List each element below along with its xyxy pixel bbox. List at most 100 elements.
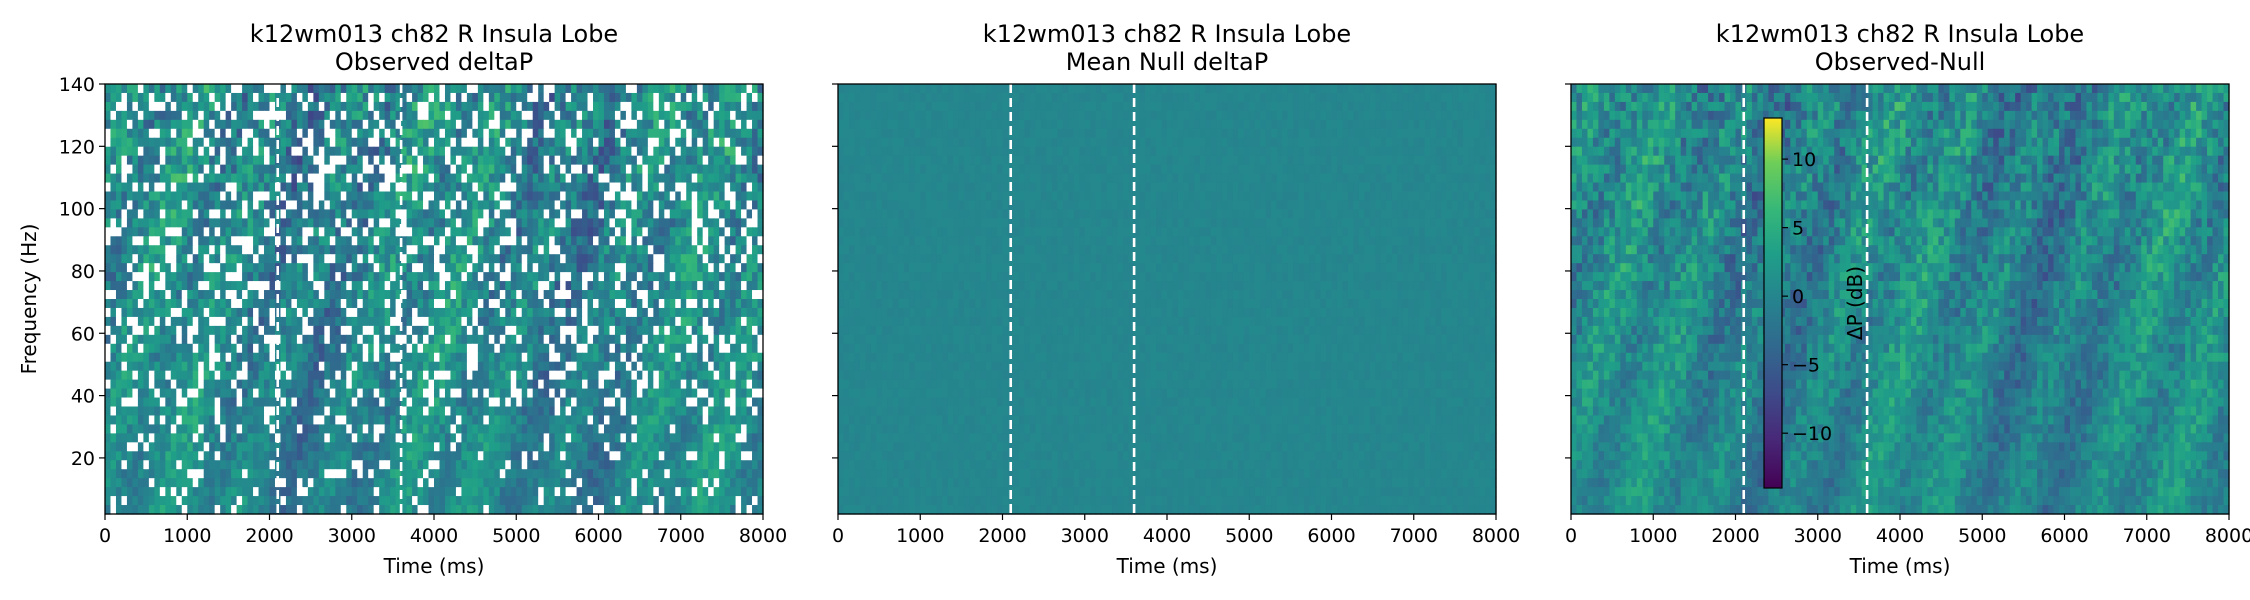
heatmap-cell bbox=[489, 200, 495, 210]
heatmap-cell bbox=[341, 84, 347, 94]
heatmap-cell bbox=[516, 84, 522, 94]
heatmap-cell bbox=[445, 156, 451, 166]
heatmap-cell bbox=[599, 326, 605, 336]
heatmap-cell bbox=[154, 299, 160, 309]
heatmap-cell bbox=[138, 317, 144, 327]
heatmap-cell bbox=[609, 254, 615, 264]
heatmap-cell bbox=[335, 424, 341, 434]
heatmap-cell bbox=[259, 415, 265, 425]
heatmap-cell bbox=[637, 165, 643, 175]
heatmap-cell bbox=[489, 433, 495, 443]
heatmap-cell bbox=[412, 200, 418, 210]
heatmap-cell bbox=[302, 147, 308, 157]
heatmap-cell bbox=[237, 156, 243, 166]
heatmap-cell bbox=[500, 272, 506, 282]
heatmap-cell bbox=[423, 218, 429, 228]
heatmap-cell bbox=[280, 272, 286, 282]
heatmap-cell bbox=[653, 353, 659, 363]
heatmap-cell bbox=[637, 272, 643, 282]
heatmap-cell bbox=[747, 102, 753, 112]
heatmap-cell bbox=[259, 380, 265, 390]
heatmap-cell bbox=[626, 281, 632, 291]
heatmap-cell bbox=[456, 353, 462, 363]
heatmap-cell bbox=[522, 147, 528, 157]
heatmap-cell bbox=[259, 353, 265, 363]
heatmap-cell bbox=[324, 236, 330, 246]
heatmap-cell bbox=[637, 183, 643, 193]
heatmap-cell bbox=[363, 218, 369, 228]
heatmap-cell bbox=[456, 84, 462, 94]
heatmap-cell bbox=[571, 389, 577, 399]
heatmap-cell bbox=[412, 147, 418, 157]
heatmap-cell bbox=[478, 326, 484, 336]
heatmap-cell bbox=[593, 371, 599, 381]
heatmap-cell bbox=[566, 93, 572, 103]
heatmap-cell bbox=[593, 209, 599, 219]
heatmap-cell bbox=[231, 398, 237, 408]
heatmap-cell bbox=[615, 102, 621, 112]
heatmap-cell bbox=[445, 433, 451, 443]
heatmap-cell bbox=[494, 415, 500, 425]
heatmap-cell bbox=[182, 317, 188, 327]
heatmap-cell bbox=[653, 442, 659, 452]
heatmap-cell bbox=[637, 415, 643, 425]
heatmap-cell bbox=[253, 147, 259, 157]
heatmap-cell bbox=[368, 326, 374, 336]
heatmap-cell bbox=[160, 451, 166, 461]
heatmap-cell bbox=[450, 451, 456, 461]
heatmap-cell bbox=[280, 254, 286, 264]
heatmap-cell bbox=[204, 245, 210, 255]
heatmap-cell bbox=[187, 218, 193, 228]
heatmap-cell bbox=[697, 299, 703, 309]
heatmap-cell bbox=[418, 183, 424, 193]
heatmap-cell bbox=[467, 129, 473, 139]
heatmap-cell bbox=[297, 308, 303, 318]
heatmap-cell bbox=[116, 335, 122, 345]
heatmap-cell bbox=[653, 218, 659, 228]
heatmap-cell bbox=[648, 371, 654, 381]
heatmap-cell bbox=[725, 272, 731, 282]
heatmap-cell bbox=[434, 165, 440, 175]
heatmap-cell bbox=[703, 200, 709, 210]
heatmap-cell bbox=[478, 111, 484, 121]
heatmap-cell bbox=[577, 362, 583, 372]
heatmap-cell bbox=[319, 156, 325, 166]
heatmap-cell bbox=[143, 209, 149, 219]
heatmap-cell bbox=[198, 111, 204, 121]
heatmap-cell bbox=[599, 120, 605, 130]
heatmap-cell bbox=[209, 200, 215, 210]
heatmap-cell bbox=[626, 380, 632, 390]
heatmap-cell bbox=[423, 451, 429, 461]
heatmap-cell bbox=[736, 335, 742, 345]
heatmap-cell bbox=[110, 407, 116, 417]
heatmap-cell bbox=[615, 442, 621, 452]
heatmap-cell bbox=[544, 102, 550, 112]
heatmap-cell bbox=[725, 371, 731, 381]
heatmap-cell bbox=[385, 138, 391, 148]
heatmap-cell bbox=[330, 317, 336, 327]
heatmap-cell bbox=[582, 236, 588, 246]
heatmap-cell bbox=[456, 236, 462, 246]
heatmap-cell bbox=[686, 93, 692, 103]
heatmap-cell bbox=[176, 236, 182, 246]
heatmap-cell bbox=[423, 281, 429, 291]
heatmap-cell bbox=[461, 299, 467, 309]
heatmap-cell bbox=[549, 344, 555, 354]
heatmap-cell bbox=[725, 129, 731, 139]
heatmap-cell bbox=[456, 371, 462, 381]
heatmap-cell bbox=[149, 424, 155, 434]
heatmap-cell bbox=[154, 272, 160, 282]
heatmap-cell bbox=[445, 362, 451, 372]
heatmap-cell bbox=[560, 415, 566, 425]
heatmap-cell bbox=[121, 344, 127, 354]
heatmap-cell bbox=[653, 120, 659, 130]
heatmap-cell bbox=[291, 317, 297, 327]
heatmap-cell bbox=[478, 102, 484, 112]
heatmap-cell bbox=[692, 299, 698, 309]
heatmap-cell bbox=[566, 236, 572, 246]
heatmap-cell bbox=[390, 209, 396, 219]
heatmap-cell bbox=[692, 174, 698, 184]
heatmap-cell bbox=[165, 389, 171, 399]
heatmap-cell bbox=[346, 174, 352, 184]
heatmap-cell bbox=[489, 362, 495, 372]
